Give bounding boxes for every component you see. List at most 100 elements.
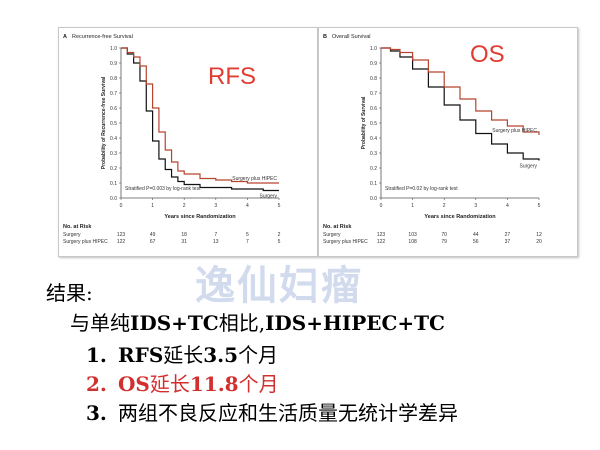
at-risk-value: 7: [214, 232, 217, 238]
at-risk-value: 122: [377, 239, 386, 245]
at-risk-value: 122: [117, 239, 126, 245]
result-item-safety: 3. 两组不良反应和生活质量无统计学差异: [86, 403, 458, 423]
at-risk-header: No. at Risk: [323, 224, 352, 230]
x-tick-label: 0: [120, 203, 123, 209]
y-tick-label: 0.8: [370, 76, 377, 82]
y-tick-label: 0.0: [370, 196, 377, 202]
y-tick-label: 1.0: [110, 46, 117, 52]
x-tick-label: 3: [474, 203, 477, 209]
at-risk-row-label: Surgery: [63, 232, 81, 238]
y-tick-label: 0.1: [370, 181, 377, 187]
at-risk-value: 108: [408, 239, 417, 245]
at-risk-value: 79: [441, 239, 447, 245]
series-line-surgery: [381, 47, 540, 161]
y-tick-label: 0.7: [110, 91, 117, 97]
at-risk-value: 27: [505, 232, 511, 238]
series-label-surgery: Surgery: [259, 194, 277, 200]
at-risk-value: 13: [213, 239, 219, 245]
y-tick-label: 0.9: [110, 61, 117, 67]
at-risk-value: 49: [150, 232, 156, 238]
item-suffix: 个月: [238, 372, 279, 396]
y-tick-label: 0.1: [110, 181, 117, 187]
y-tick-label: 0.5: [370, 121, 377, 127]
at-risk-value: 5: [278, 239, 281, 245]
at-risk-header: No. at Risk: [63, 224, 92, 230]
x-tick-label: 1: [151, 203, 154, 209]
results-title: 结果:: [46, 281, 93, 305]
x-tick-label: 4: [506, 203, 509, 209]
x-tick-label: 5: [278, 203, 281, 209]
item-suffix: 个月: [238, 343, 279, 367]
y-tick-label: 1.0: [370, 46, 377, 52]
at-risk-value: 123: [377, 232, 386, 238]
y-tick-label: 0.9: [370, 61, 377, 67]
at-risk-value: 70: [441, 232, 447, 238]
at-risk-row-label: Surgery plus HIPEC: [63, 239, 108, 245]
x-tick-label: 2: [443, 203, 446, 209]
compare-a: IDS+TC: [130, 311, 219, 335]
rfs-chart: A Recurrence-free Survival 0.0 0.1 0.2 0.3 0.4…: [63, 34, 281, 245]
watermark: 逸仙妇瘤: [195, 262, 363, 309]
at-risk-value: 67: [150, 239, 156, 245]
at-risk-value: 37: [505, 239, 511, 245]
os-chart-panel: B Overall Survival 0.0 0.1 0.2 0.3 0.4 0.5 0.6 0.…: [318, 27, 578, 257]
x-axis-label: Years since Randomization: [164, 214, 236, 220]
series-line-hipec: [121, 47, 279, 184]
series-label-hipec: Surgery plus HIPEC: [492, 128, 537, 134]
x-tick-label: 2: [183, 203, 186, 209]
compare-b: IDS+HIPEC+TC: [265, 311, 445, 335]
panel-letter: B: [323, 34, 327, 40]
compare-prefix: 与单纯: [70, 311, 130, 335]
item-number: 3.: [86, 401, 107, 425]
at-risk-value: 103: [408, 232, 417, 238]
at-risk-row-label: Surgery plus HIPEC: [323, 239, 368, 245]
y-tick-label: 0.2: [370, 166, 377, 172]
at-risk-value: 12: [536, 232, 542, 238]
panel-letter: A: [63, 34, 67, 40]
rfs-overlay-label: RFS: [208, 63, 256, 90]
at-risk-value: 7: [246, 239, 249, 245]
os-overlay-label: OS: [470, 41, 505, 68]
x-tick-label: 0: [380, 203, 383, 209]
comparison-line: 与单纯IDS+TC相比,IDS+HIPEC+TC: [70, 313, 445, 333]
y-tick-label: 0.0: [110, 196, 117, 202]
p-value-annotation: Stratified P=0.02 by log-rank test: [385, 186, 458, 192]
os-chart: B Overall Survival 0.0 0.1 0.2 0.3 0.4 0.5 0.6 0.…: [323, 34, 542, 245]
chart-title: Overall Survival: [332, 34, 371, 40]
at-risk-row-label: Surgery: [323, 232, 341, 238]
at-risk-value: 18: [181, 232, 187, 238]
at-risk-value: 44: [473, 232, 479, 238]
item-value: 11.8: [189, 372, 239, 396]
series-label-surgery: Surgery: [519, 164, 537, 170]
y-tick-label: 0.5: [110, 121, 117, 127]
result-item-os: 2. OS延长11.8个月: [86, 374, 279, 394]
y-axis-label: Probability of Survival: [361, 96, 367, 149]
p-value-annotation: Stratified P=0.003 by log-rank test: [125, 186, 201, 192]
y-tick-label: 0.2: [110, 166, 117, 172]
y-tick-label: 0.3: [110, 151, 117, 157]
x-tick-label: 1: [411, 203, 414, 209]
y-tick-label: 0.8: [110, 76, 117, 82]
x-axis-label: Years since Randomization: [424, 214, 496, 220]
item-label: RFS: [118, 343, 164, 367]
item-text: 两组不良反应和生活质量无统计学差异: [118, 401, 458, 425]
y-axis-label: Probability of Recurrence-free Survival: [101, 76, 107, 169]
at-risk-value: 2: [278, 232, 281, 238]
at-risk-value: 5: [246, 232, 249, 238]
item-number: 1.: [86, 343, 107, 367]
series-label-hipec: Surgery plus HIPEC: [232, 176, 277, 182]
item-label: OS: [118, 372, 150, 396]
result-item-rfs: 1. RFS延长3.5个月: [86, 345, 278, 365]
y-tick-label: 0.7: [370, 91, 377, 97]
y-tick-label: 0.4: [110, 136, 117, 142]
item-number: 2.: [86, 372, 107, 396]
x-tick-label: 3: [214, 203, 217, 209]
item-text: 延长: [163, 343, 204, 367]
at-risk-value: 56: [473, 239, 479, 245]
y-tick-label: 0.6: [110, 106, 117, 112]
chart-title: Recurrence-free Survival: [72, 34, 133, 40]
x-tick-label: 4: [246, 203, 249, 209]
series-line-surgery: [121, 47, 279, 192]
at-risk-value: 123: [117, 232, 126, 238]
y-tick-label: 0.6: [370, 106, 377, 112]
